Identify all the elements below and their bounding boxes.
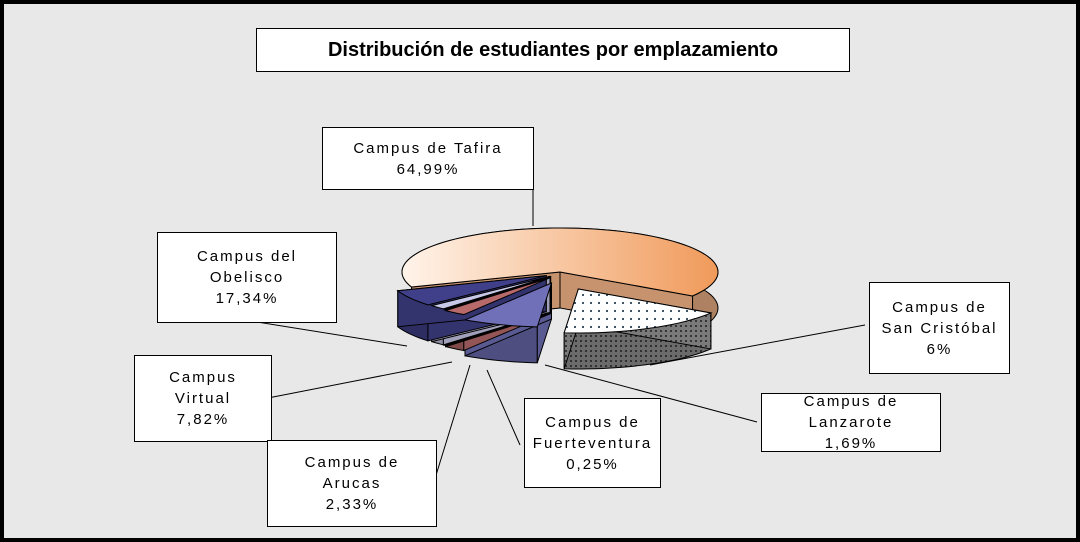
- data-label: Campus de San Cristóbal 6%: [869, 282, 1010, 374]
- chart-title: Distribución de estudiantes por emplazam…: [256, 28, 850, 72]
- data-label: Campus de Lanzarote 1,69%: [761, 393, 941, 452]
- data-label: Campus de Tafira 64,99%: [322, 127, 534, 190]
- value-label: 0,25%: [566, 455, 619, 473]
- slice-tops: [396, 227, 719, 334]
- category-label: Campus Virtual: [169, 369, 237, 407]
- category-label: Campus del Obelisco: [196, 248, 298, 286]
- leader-lines: [244, 159, 866, 486]
- leader-line: [432, 364, 471, 486]
- pie-slice: [429, 275, 551, 310]
- pie-slice: [563, 288, 713, 334]
- pie-slice: [396, 275, 547, 306]
- category-label: Campus de Arucas: [304, 454, 400, 492]
- data-label: Campus Virtual 7,82%: [134, 355, 272, 442]
- leader-line: [649, 324, 866, 366]
- data-label: Campus de Arucas 2,33%: [267, 440, 437, 527]
- value-label: 17,34%: [215, 290, 279, 307]
- value-label: 2,33%: [325, 496, 379, 513]
- value-label: 6%: [926, 340, 953, 358]
- leader-line: [267, 361, 453, 399]
- category-label: Campus de San Cristóbal: [881, 298, 998, 337]
- value-label: 1,69%: [824, 435, 878, 452]
- data-label: Campus de Fuerteventura 0,25%: [524, 398, 661, 488]
- pie-slice: [463, 282, 553, 328]
- pie-plot: [244, 159, 866, 486]
- pie-slice: [401, 227, 719, 297]
- category-label: Campus de Tafira: [353, 139, 503, 157]
- value-label: 7,82%: [176, 411, 230, 428]
- leader-line: [544, 364, 758, 423]
- leader-line: [486, 369, 521, 446]
- data-label: Campus del Obelisco 17,34%: [157, 232, 337, 323]
- value-label: 64,99%: [396, 160, 460, 178]
- category-label: Campus de Lanzarote: [803, 393, 899, 431]
- leader-line: [244, 319, 408, 347]
- category-label: Campus de Fuerteventura: [532, 413, 653, 452]
- pie-slice: [443, 277, 551, 316]
